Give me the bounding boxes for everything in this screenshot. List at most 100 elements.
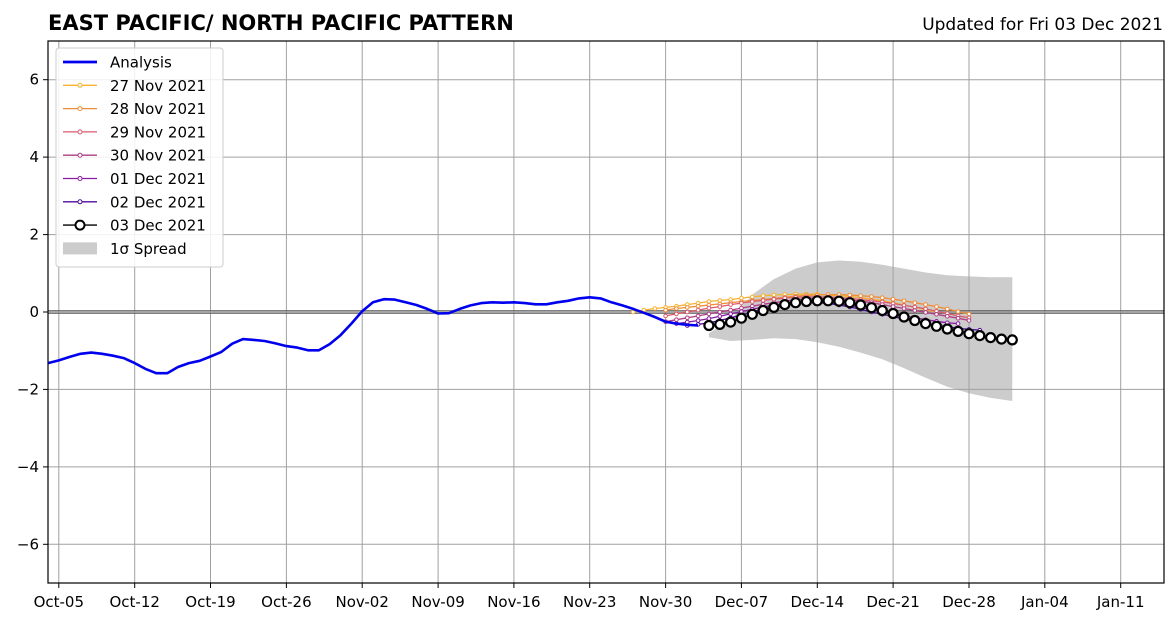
legend: Analysis 27 Nov 2021 28 Nov 2021 29 Nov 202…	[55, 47, 224, 268]
legend-marker	[77, 129, 83, 135]
forecast-point	[934, 304, 939, 309]
x-tick-label: Oct-05	[34, 593, 84, 611]
forecast-point	[760, 293, 766, 299]
forecast-point	[706, 316, 712, 321]
legend-item: 30 Nov 2021	[63, 147, 206, 165]
forecast-point	[919, 318, 932, 330]
y-tick-label: −2	[17, 380, 39, 398]
y-tick-label: −6	[17, 535, 39, 553]
forecast-point	[995, 333, 1008, 345]
forecast-point	[890, 304, 896, 309]
forecast-point	[652, 306, 658, 311]
forecast-point	[945, 314, 950, 319]
forecast-point	[800, 295, 813, 308]
forecast-point	[974, 330, 986, 342]
forecast-point	[728, 302, 733, 307]
series-layer	[47, 291, 1018, 375]
legend-marker	[77, 152, 83, 158]
analysis-line	[47, 295, 699, 375]
forecast-point	[717, 309, 723, 315]
forecast-point	[728, 311, 733, 317]
legend-swatch	[63, 242, 97, 255]
legend-item: 02 Dec 2021	[63, 193, 206, 211]
forecast-point	[811, 295, 823, 307]
forecast-point	[717, 304, 723, 309]
forecast-point	[706, 311, 712, 317]
forecast-point	[685, 305, 690, 310]
forecast-point	[887, 307, 899, 320]
legend-item: 27 Nov 2021	[63, 77, 206, 95]
forecast-point	[706, 305, 712, 311]
forecast-series-latest	[703, 295, 1018, 346]
forecast-point	[923, 302, 928, 307]
forecast-point	[941, 323, 953, 335]
legend-marker	[77, 82, 83, 88]
legend-label: 03 Dec 2021	[110, 217, 206, 235]
forecast-point	[663, 307, 668, 313]
forecast-point	[674, 306, 679, 311]
x-tick-label: Dec-21	[866, 593, 920, 611]
forecast-point	[854, 299, 867, 311]
legend-item: 03 Dec 2021	[63, 217, 206, 235]
y-axis: −6 −4 −2 0 2 4 6	[17, 71, 48, 553]
x-tick-label: Jan-04	[1020, 593, 1069, 611]
legend-label: 29 Nov 2021	[110, 123, 206, 141]
legend-item: 28 Nov 2021	[63, 100, 206, 118]
forecast-point	[833, 295, 845, 307]
forecast-point	[663, 313, 668, 319]
forecast-point	[695, 318, 701, 323]
forecast-point	[876, 304, 888, 317]
forecast-point	[717, 314, 723, 319]
legend-label: 01 Dec 2021	[110, 170, 206, 188]
forecast-point	[685, 309, 690, 315]
forecast-point	[984, 332, 997, 344]
forecast-point	[779, 299, 791, 311]
forecast-point	[880, 295, 885, 301]
forecast-point	[955, 321, 961, 326]
forecast-point	[901, 298, 907, 304]
x-tick-label: Dec-14	[791, 593, 845, 611]
forecast-point	[757, 304, 769, 317]
forecast-point	[674, 317, 679, 323]
legend-label: 27 Nov 2021	[110, 77, 206, 95]
y-tick-label: 0	[29, 303, 39, 321]
legend-marker	[77, 176, 83, 181]
forecast-point	[789, 297, 802, 309]
x-tick-label: Nov-16	[487, 593, 540, 611]
forecast-point	[695, 303, 701, 309]
x-tick-label: Oct-19	[185, 593, 235, 611]
forecast-point	[966, 318, 972, 323]
forecast-point	[952, 325, 964, 337]
forecast-point	[898, 311, 910, 323]
legend-item: 29 Nov 2021	[63, 123, 206, 141]
forecast-point	[912, 308, 918, 313]
x-tick-label: Oct-26	[261, 593, 311, 611]
y-tick-label: 2	[29, 226, 39, 244]
forecast-point	[768, 301, 780, 313]
legend-label: 02 Dec 2021	[110, 193, 206, 211]
x-tick-label: Oct-12	[109, 593, 159, 611]
forecast-point	[739, 300, 744, 306]
forecast-point	[890, 296, 896, 302]
x-tick-label: Nov-02	[336, 593, 389, 611]
forecast-point	[760, 298, 766, 303]
forecast-point	[1006, 334, 1018, 346]
legend-box	[55, 47, 224, 268]
forecast-point	[822, 295, 834, 307]
legend-marker	[77, 106, 83, 112]
legend-item: 01 Dec 2021	[63, 170, 206, 188]
forecast-point	[966, 311, 972, 317]
x-tick-label: Nov-30	[639, 593, 692, 611]
forecast-point	[724, 316, 737, 328]
legend-marker	[74, 219, 86, 231]
y-tick-label: 4	[29, 148, 39, 166]
forecast-point	[703, 319, 715, 332]
forecast-point	[750, 299, 755, 304]
forecast-point	[695, 313, 701, 319]
forecast-point	[728, 307, 733, 313]
forecast-point	[869, 294, 874, 299]
legend-item: 1σ Spread	[63, 240, 187, 258]
forecast-point	[909, 314, 921, 327]
forecast-point	[923, 310, 928, 315]
